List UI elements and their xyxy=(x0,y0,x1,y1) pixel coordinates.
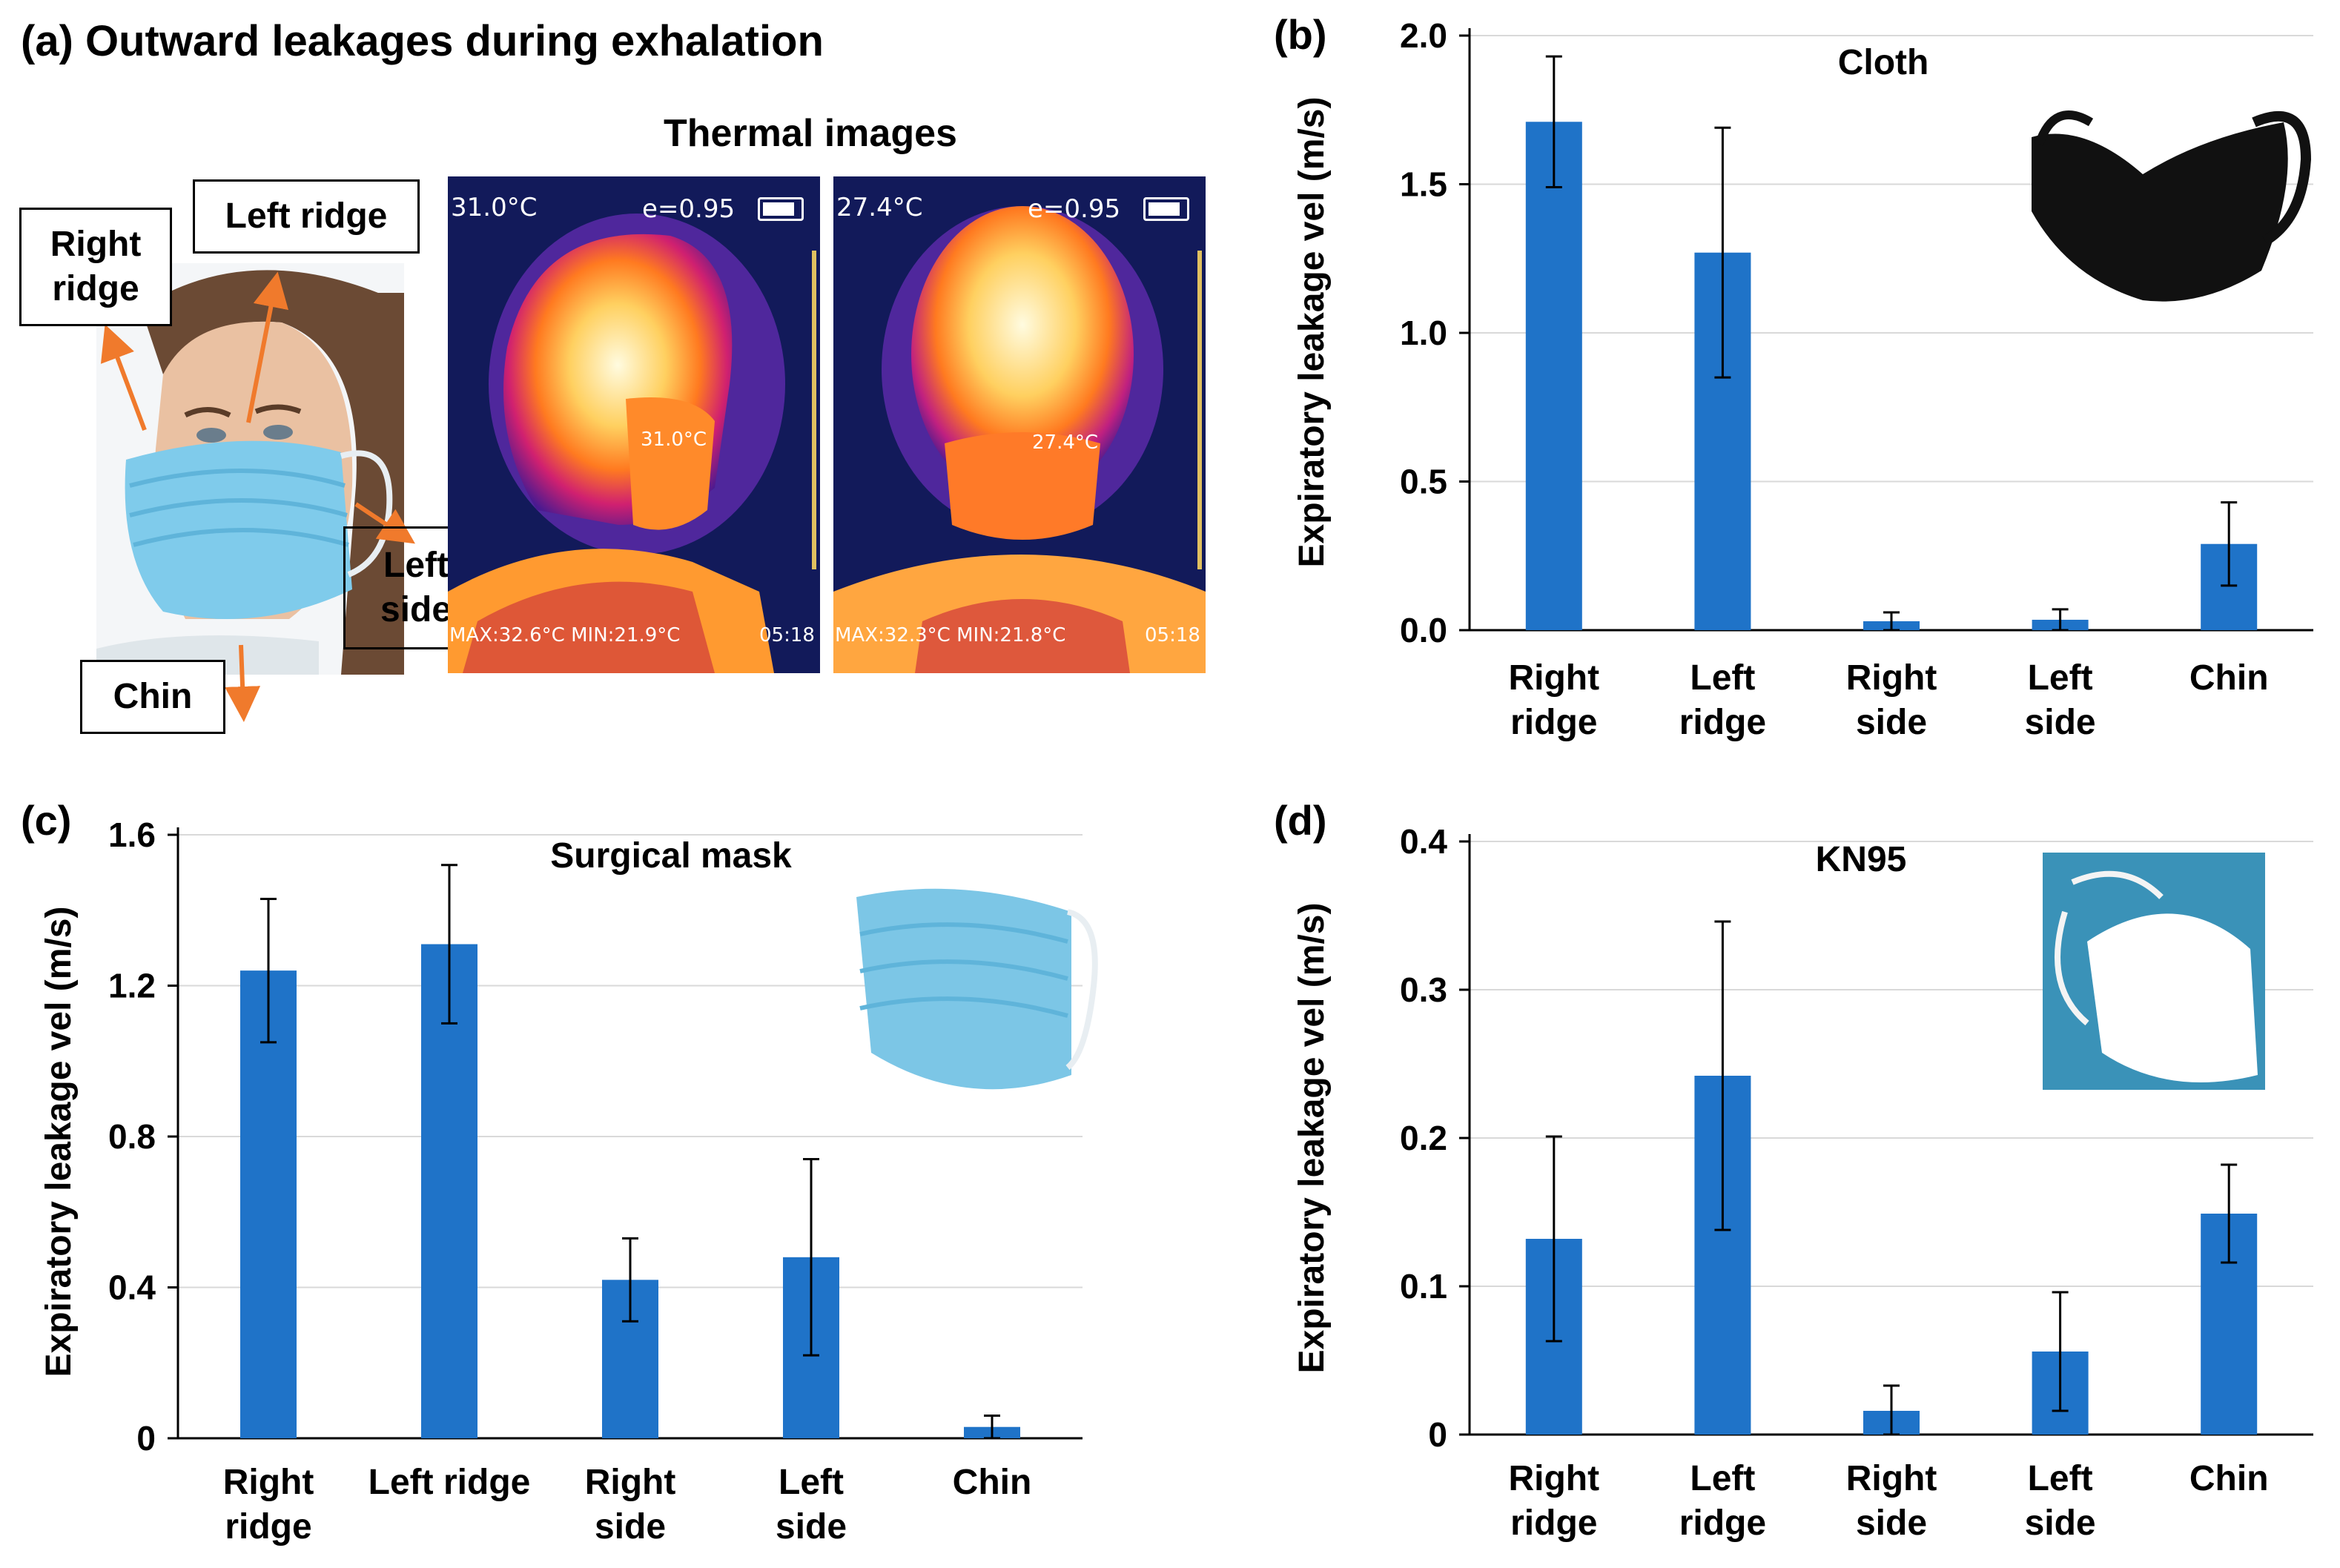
thermal-front-spot: 27.4°C xyxy=(1032,431,1099,454)
y-tick-label: 0.1 xyxy=(1400,1267,1447,1306)
thermal-front-heatmap xyxy=(833,176,1206,673)
y-axis-label: Expiratory leakage vel (m/s) xyxy=(1292,97,1332,568)
y-tick-label: 0 xyxy=(136,1419,156,1458)
y-tick-label: 0.2 xyxy=(1400,1119,1447,1157)
thermal-front-emissivity: e=0.95 xyxy=(1028,194,1121,224)
leakage-arrows xyxy=(100,271,415,722)
label-left-ridge: Left ridge xyxy=(193,179,420,254)
panel-letter: (d) xyxy=(1274,797,1327,844)
chart-title: KN95 xyxy=(1816,840,1907,879)
mask-inset-icon xyxy=(856,888,1098,1090)
label-chin: Chin xyxy=(80,660,225,734)
chin-arrow xyxy=(225,644,261,722)
mask-pleat-icon xyxy=(859,996,1068,1018)
label-right-ridge: Right ridge xyxy=(19,208,172,326)
y-tick-label: 1.0 xyxy=(1400,314,1447,352)
chart-d-kn95: 0 0.1 0.2 0.3 0.4 Right ridge Left ridge Right sid… xyxy=(1274,797,2313,1543)
thermal-side-maxmin: MAX:32.6°C MIN:21.9°C xyxy=(449,624,681,646)
battery-icon xyxy=(758,197,804,221)
x-tick-label: Left ridge xyxy=(368,1463,531,1502)
x-tick-label: Chin xyxy=(2189,1459,2269,1498)
y-tick-label: 0.8 xyxy=(108,1117,156,1156)
bar xyxy=(421,944,477,1438)
x-tick-label: Left ridge xyxy=(1679,1459,1766,1543)
mask-inset-icon xyxy=(2043,853,2265,1090)
thermal-side-temp: 31.0°C xyxy=(451,193,538,222)
bar xyxy=(240,970,297,1438)
y-tick-label: 0.0 xyxy=(1400,611,1447,649)
chart-title: Surgical mask xyxy=(550,836,792,876)
mask-pleat-icon xyxy=(859,922,1068,944)
left-ridge-arrow xyxy=(246,271,288,423)
ear-loop-icon xyxy=(2055,870,2164,1026)
cloth-mask-icon xyxy=(2032,122,2288,302)
panel-letter: (b) xyxy=(1274,11,1327,58)
thermal-side-emissivity: e=0.95 xyxy=(642,194,736,224)
y-tick-label: 0 xyxy=(1428,1415,1447,1454)
bar xyxy=(1525,122,1582,631)
mask-inset-icon xyxy=(2032,110,2312,302)
y-tick-label: 1.5 xyxy=(1400,165,1447,204)
kn95-mask-icon xyxy=(2087,913,2258,1082)
x-tick-label: Left side xyxy=(2025,658,2096,742)
x-tick-label: Left side xyxy=(2025,1459,2096,1543)
mask-pleat-icon xyxy=(859,959,1068,981)
x-tick-label: Right side xyxy=(585,1463,676,1547)
y-tick-label: 0.3 xyxy=(1400,970,1447,1009)
thermal-front-time: 05:18 xyxy=(1145,624,1200,646)
panel-letter: (c) xyxy=(21,797,71,844)
y-tick-label: 2.0 xyxy=(1400,16,1447,55)
y-tick-label: 1.6 xyxy=(108,816,156,854)
chart-c-surgical: 0 0.4 0.8 1.2 1.6 Right ridge Left ridge Right si… xyxy=(21,797,1098,1547)
x-tick-label: Chin xyxy=(953,1463,1032,1502)
y-tick-label: 0.4 xyxy=(108,1268,156,1307)
right-ridge-arrow xyxy=(100,324,147,431)
surgical-mask-icon xyxy=(856,888,1071,1090)
thermal-side-heatmap xyxy=(448,176,820,673)
x-tick-label: Right side xyxy=(1846,658,1937,742)
x-tick-label: Chin xyxy=(2189,658,2269,698)
y-tick-label: 0.5 xyxy=(1400,463,1447,501)
thermal-image-front: 27.4°C e=0.95 27.4°C MAX:32.3°C MIN:21.8… xyxy=(833,176,1206,673)
y-tick-label: 0.4 xyxy=(1400,822,1447,861)
thermal-side-time: 05:18 xyxy=(759,624,815,646)
y-axis-label: Expiratory leakage vel (m/s) xyxy=(39,907,79,1377)
x-tick-label: Right ridge xyxy=(223,1463,314,1547)
ear-loop-icon xyxy=(2252,110,2312,246)
thermal-image-side: 31.0°C e=0.95 31.0°C MAX:32.6°C MIN:21.9… xyxy=(448,176,820,673)
thermal-front-temp: 27.4°C xyxy=(836,193,923,222)
panel-a-title: (a) Outward leakages during exhalation xyxy=(21,17,824,65)
thermal-front-maxmin: MAX:32.3°C MIN:21.8°C xyxy=(835,624,1066,646)
y-tick-label: 1.2 xyxy=(108,967,156,1005)
x-tick-label: Right ridge xyxy=(1508,1459,1599,1543)
chart-title: Cloth xyxy=(1838,43,1929,82)
x-tick-label: Right ridge xyxy=(1508,658,1599,742)
thermal-images-title: Thermal images xyxy=(664,112,957,155)
thermal-side-spot: 31.0°C xyxy=(641,429,707,451)
chart-b-cloth: 0.0 0.5 1.0 1.5 2.0 Right ridge Left ridge Right s… xyxy=(1274,11,2313,742)
battery-icon xyxy=(1143,197,1189,221)
left-side-arrow xyxy=(354,502,415,544)
y-axis-label: Expiratory leakage vel (m/s) xyxy=(1292,903,1332,1374)
ear-loop-icon xyxy=(1065,909,1098,1071)
x-tick-label: Left ridge xyxy=(1679,658,1766,742)
x-tick-label: Right side xyxy=(1846,1459,1937,1543)
x-tick-label: Left side xyxy=(776,1463,847,1547)
ear-loop-icon xyxy=(2035,110,2094,147)
